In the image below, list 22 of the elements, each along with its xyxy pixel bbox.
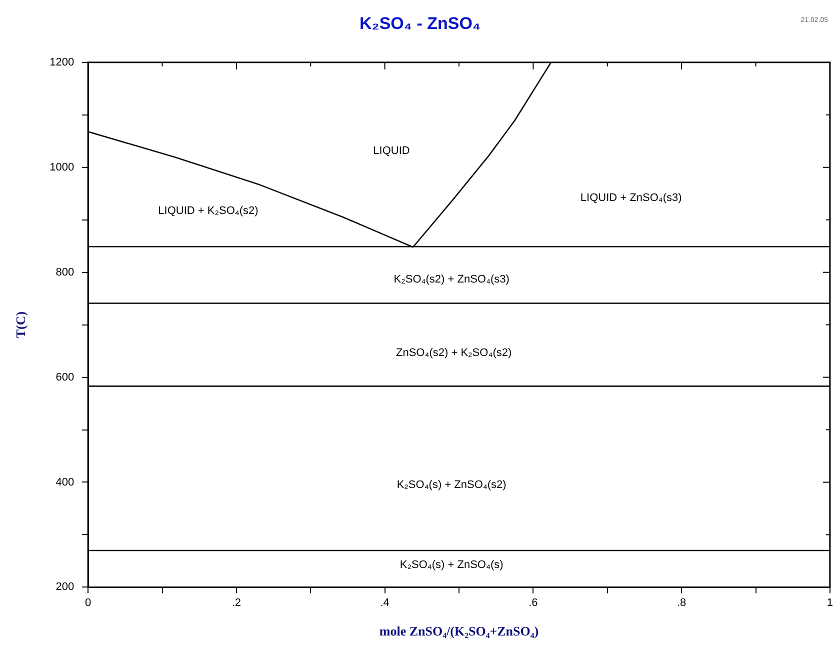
y-tick-label: 400 [56, 476, 74, 488]
annotation: LIQUID [373, 145, 410, 158]
x-tick-label: 0 [85, 596, 92, 609]
annotation: LIQUID + ZnSO₄(s3) [580, 192, 682, 204]
annotation: K₂SO₄(s2) + ZnSO₄(s3) [394, 274, 510, 286]
y-tick-label: 1200 [50, 56, 74, 68]
annotation: K₂SO₄(s) + ZnSO₄(s) [400, 559, 504, 572]
y-tick-label: 200 [56, 581, 74, 594]
y-tick-label: 1000 [50, 161, 74, 174]
x-tick-label: .2 [232, 596, 242, 609]
annotation: K₂SO₄(s) + ZnSO₄(s2) [396, 478, 506, 491]
x-tick-label: .4 [380, 596, 390, 609]
annotation: LIQUID + K₂SO₄(s2) [158, 204, 258, 217]
x-axis-title: mole ZnSO₄/(K₂SO₄+ZnSO₄) [379, 624, 539, 639]
y-tick-label: 600 [56, 371, 74, 384]
chart-title: K₂SO₄ - ZnSO₄ [359, 14, 481, 33]
y-tick-label: 800 [56, 266, 74, 278]
y-axis-title: T(C) [13, 311, 28, 338]
x-tick-label: .6 [528, 596, 538, 609]
x-tick-label: 1 [826, 596, 834, 609]
annotation: ZnSO₄(s2) + K₂SO₄(s2) [396, 347, 512, 360]
x-tick-label: .8 [676, 596, 686, 609]
